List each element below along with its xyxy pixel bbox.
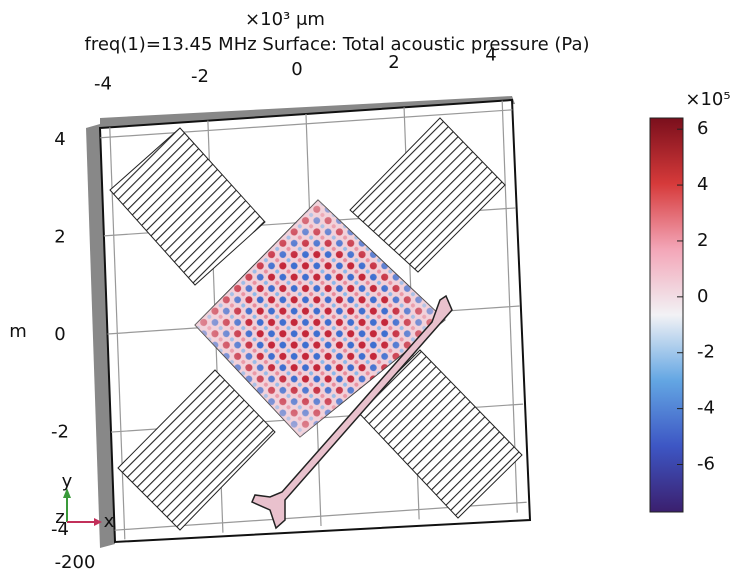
colorbar-tick-label: 6 (697, 118, 708, 139)
colorbar-tick-label: 4 (697, 174, 708, 195)
colorbar-tick-label: -6 (697, 453, 715, 474)
colorbar-tick-label: 2 (697, 230, 708, 251)
x-multiplier: ×10³ μm (245, 9, 325, 30)
y-axis-label: m (9, 321, 27, 342)
z-tick-label: -200 (55, 552, 96, 573)
x-tick-label: 2 (388, 52, 399, 73)
chart-title: freq(1)=13.45 MHz Surface: Total acousti… (84, 34, 589, 55)
x-tick-label: -4 (94, 73, 112, 94)
colorbar (650, 118, 683, 512)
triad-x-label: x (104, 511, 115, 532)
colorbar-tick-label: 0 (697, 286, 708, 307)
x-tick-label: 0 (291, 59, 302, 80)
y-tick-label: 2 (54, 227, 65, 248)
colorbar-tick-label: -2 (697, 342, 715, 363)
x-tick-label: -2 (191, 66, 209, 87)
triad-y-label: y (62, 471, 73, 492)
chart: ×10³ μm freq(1)=13.45 MHz Surface: Total… (0, 0, 735, 573)
colorbar-tick-label: -4 (697, 398, 715, 419)
x-tick-label: 4 (485, 45, 496, 66)
colorbar-multiplier: ×10⁵ (685, 89, 730, 110)
y-tick-label: -4 (51, 519, 69, 540)
y-tick-label: 0 (54, 324, 65, 345)
y-tick-label: 4 (54, 129, 65, 150)
y-tick-label: -2 (51, 421, 69, 442)
